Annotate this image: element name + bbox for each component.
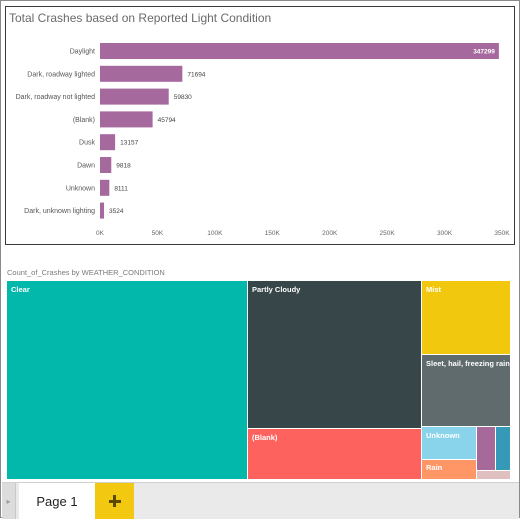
treemap-tile-rain[interactable]: Rain (422, 460, 477, 480)
category-label: Dawn (77, 163, 95, 170)
data-label: 347299 (473, 49, 495, 56)
treemap-tile-label: Rain (426, 463, 443, 472)
treemap-tile-blank[interactable]: (Blank) (248, 429, 422, 480)
bar[interactable] (100, 179, 110, 196)
treemap-tile-small-3[interactable] (477, 471, 511, 480)
category-label: Unknown (66, 185, 95, 192)
treemap-tile-small-2[interactable] (496, 427, 511, 471)
category-label: Dark, unknown lighting (24, 208, 95, 215)
x-tick-label: 100K (207, 230, 223, 237)
bar-chart-visual[interactable]: Total Crashes based on Reported Light Co… (5, 6, 515, 245)
tab-page-1-label: Page 1 (36, 493, 78, 509)
page-tab-bar: ▸ Page 1 (2, 482, 519, 519)
treemap-tile-label: (Blank) (252, 433, 278, 442)
data-label: 59830 (174, 94, 192, 101)
bar[interactable] (100, 88, 169, 105)
treemap-tile-label: Mist (426, 285, 441, 294)
bar[interactable] (100, 111, 153, 128)
x-tick-label: 0K (96, 230, 105, 237)
treemap-tile-clear[interactable]: Clear (7, 281, 248, 480)
treemap-tile-unknown[interactable]: Unknown (422, 427, 477, 460)
bar[interactable] (100, 202, 105, 219)
treemap-tile-small-1[interactable] (477, 427, 496, 471)
x-tick-label: 50K (152, 230, 164, 237)
bar[interactable] (100, 134, 116, 151)
tab-page-1[interactable]: Page 1 (19, 483, 95, 519)
data-label: 3524 (109, 208, 124, 215)
plus-icon (108, 495, 121, 507)
treemap-tile-mist[interactable]: Mist (422, 281, 511, 355)
bar[interactable] (100, 157, 112, 173)
category-label: (Blank) (73, 117, 95, 124)
treemap-tile-label: Sleet, hail, freezing rain (426, 359, 510, 368)
x-tick-label: 200K (322, 230, 338, 237)
treemap-tile-label: Unknown (426, 431, 460, 440)
data-label: 13157 (120, 140, 138, 147)
bar[interactable] (100, 43, 499, 59)
category-label: Dark, roadway lighted (27, 71, 95, 78)
data-label: 71694 (187, 71, 205, 78)
treemap-visual[interactable]: Clear Partly Cloudy (Blank) Mist Sleet, … (7, 281, 511, 480)
treemap-tile-label: Partly Cloudy (252, 285, 301, 294)
add-page-button[interactable] (95, 483, 134, 519)
treemap-tile-label: Clear (11, 285, 30, 294)
treemap-tile-partly-cloudy[interactable]: Partly Cloudy (248, 281, 422, 429)
x-tick-label: 150K (265, 230, 281, 237)
data-label: 9818 (116, 163, 131, 170)
bar[interactable] (100, 65, 183, 82)
category-label: Dusk (79, 140, 95, 147)
bar-chart-svg: Daylight 347299 Dark, roadway lighted 71694… (16, 43, 510, 237)
x-tick-label: 350K (494, 230, 510, 237)
data-label: 8111 (114, 185, 128, 192)
chevron-right-icon[interactable]: ▸ (2, 483, 16, 519)
x-tick-label: 300K (437, 230, 453, 237)
treemap-title: Count_of_Crashes by WEATHER_CONDITION (7, 268, 165, 277)
bar-chart-title: Total Crashes based on Reported Light Co… (9, 11, 272, 25)
data-label: 45794 (158, 117, 176, 124)
x-tick-label: 250K (380, 230, 396, 237)
category-label: Daylight (70, 49, 95, 56)
category-label: Dark, roadway not lighted (16, 94, 95, 101)
treemap-tile-sleet[interactable]: Sleet, hail, freezing rain (422, 355, 511, 427)
